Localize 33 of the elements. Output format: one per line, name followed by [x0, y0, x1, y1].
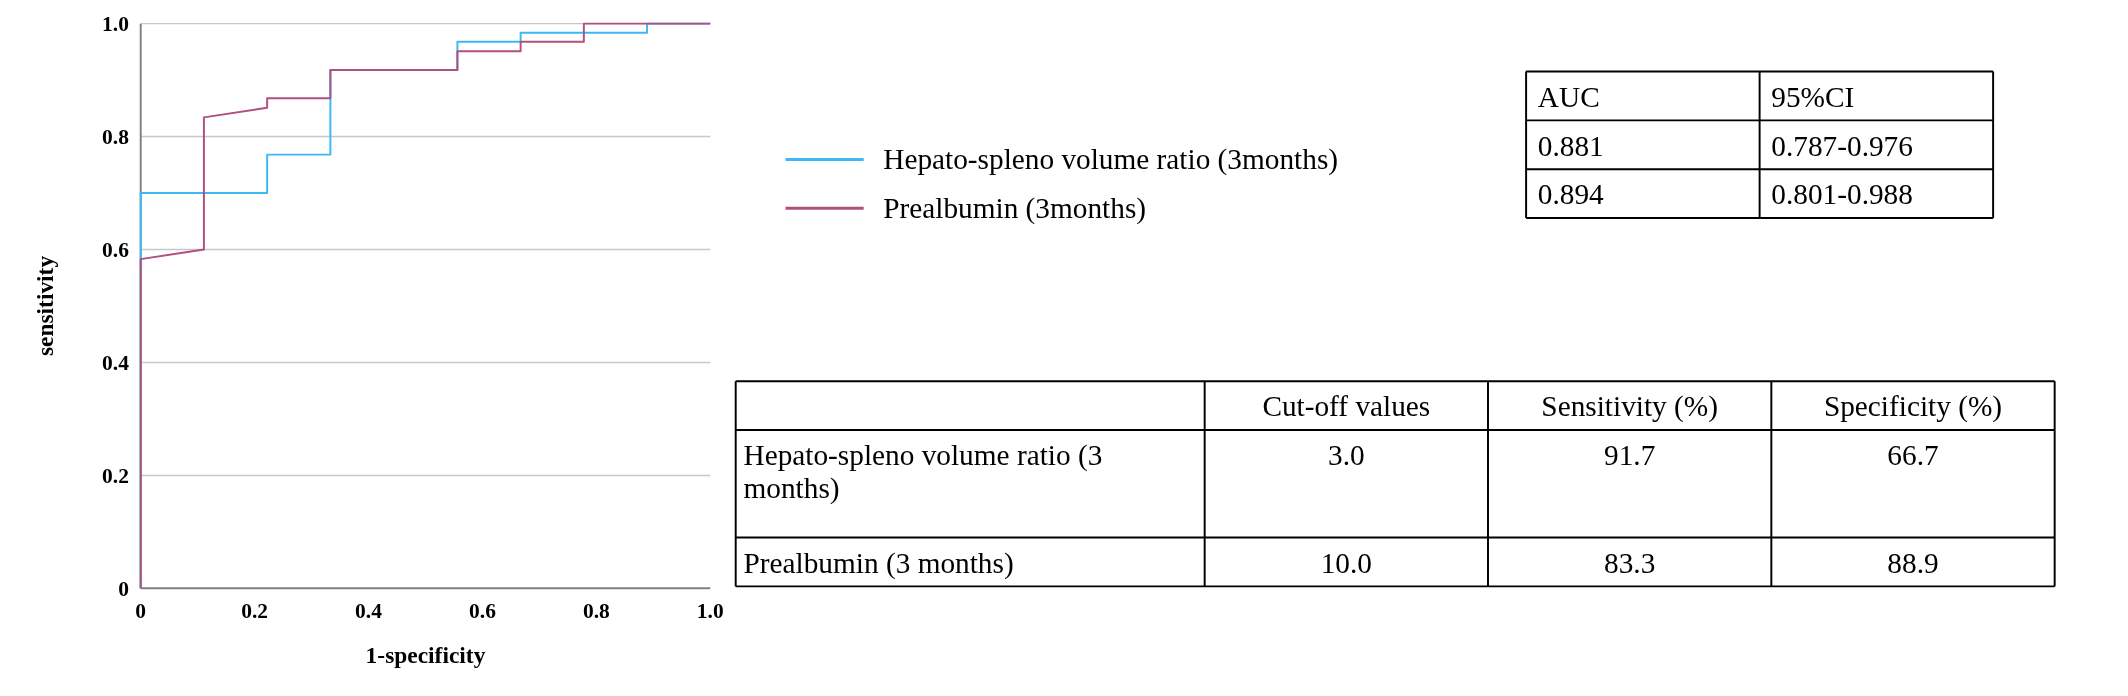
text: 0.801-0.988 [1771, 178, 1913, 211]
legend-label: Prealbumin (3months) [883, 192, 1147, 226]
y-tick-label: 0.6 [102, 238, 130, 263]
category-label: Prealbumin (3 months) [743, 546, 1014, 579]
category-label: Sensitivity (%) [1541, 390, 1718, 424]
category-label: Hepato-spleno volume ratio (3 months) [743, 439, 1103, 505]
y-tick-label: 0.4 [102, 351, 130, 376]
text: 83.3 [1604, 546, 1656, 579]
y-tick-label: 0.8 [102, 125, 130, 150]
x-tick-label: 0.2 [241, 598, 269, 623]
x-axis-title: 1-specificity [365, 641, 486, 668]
text: 91.7 [1604, 439, 1656, 472]
x-tick-label: 0.8 [582, 598, 611, 623]
text: 10.0 [1320, 546, 1372, 579]
category-label: Specificity (%) [1823, 390, 2003, 424]
legend-label: Hepato-spleno volume ratio (3months) [883, 143, 1339, 177]
y-tick-label: 0 [118, 577, 129, 602]
x-tick-label: 1.0 [696, 598, 724, 623]
x-tick-label: 0.6 [469, 598, 497, 623]
y-axis-title: sensitivity [31, 255, 58, 357]
text: 0.881 [1537, 129, 1604, 162]
category-label: Cut-off values [1262, 390, 1431, 423]
y-tick-label: 1.0 [102, 12, 129, 37]
text: 3.0 [1328, 439, 1365, 472]
y-tick-label: 0.2 [102, 464, 129, 489]
text: 0.787-0.976 [1771, 129, 1913, 162]
text: 66.7 [1887, 439, 1939, 472]
x-tick-label: 0.4 [355, 598, 383, 623]
x-tick-label: 0 [135, 598, 147, 623]
text: 88.9 [1887, 546, 1939, 579]
category-label: 95%CI [1771, 80, 1855, 113]
category-label: AUC [1537, 80, 1600, 113]
text: 0.894 [1537, 178, 1604, 211]
